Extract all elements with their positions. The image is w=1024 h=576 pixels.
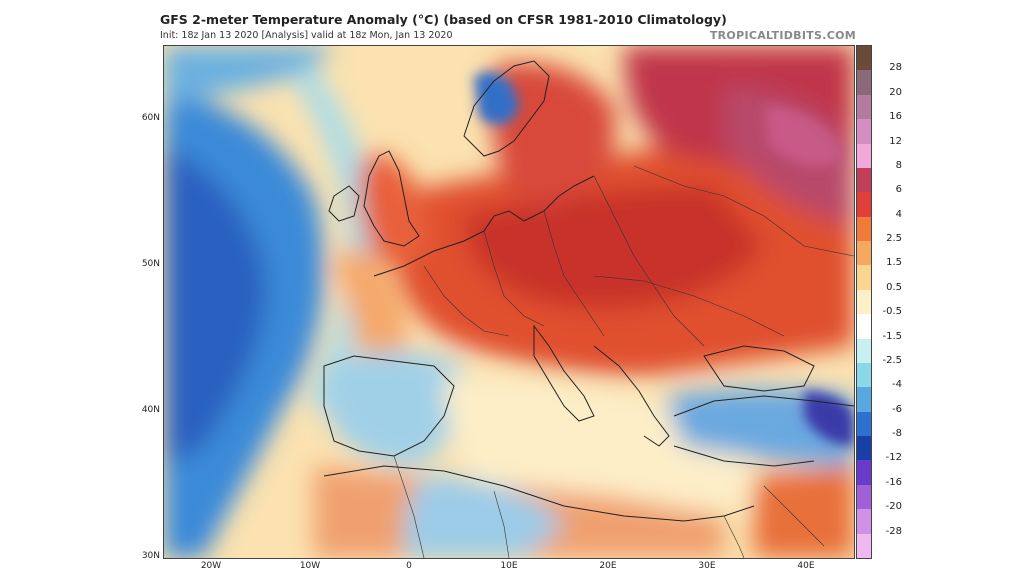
africa-cool-patch <box>404 476 564 558</box>
map-subtitle: Init: 18z Jan 13 2020 [Analysis] valid a… <box>160 30 453 41</box>
balkans-coast <box>593 345 670 447</box>
lon-label-10w: 10W <box>299 561 321 571</box>
colorbar-swatch <box>857 119 871 144</box>
iberia-cool <box>324 351 467 466</box>
colorbar-label: -20 <box>885 501 902 513</box>
colorbar-label: -8 <box>892 428 902 440</box>
border-5 <box>633 165 854 257</box>
colorbar-swatch <box>857 192 871 217</box>
colorbar-swatch <box>857 314 871 339</box>
colorbar-swatch <box>857 533 871 558</box>
russia-magenta <box>764 106 844 167</box>
europe-core-red <box>464 186 764 309</box>
brand-watermark: TROPICALTIDBITS.COM <box>709 29 856 42</box>
border-4 <box>593 175 705 347</box>
colorbar-swatch <box>857 509 871 534</box>
colorbar-label: 6 <box>895 184 902 196</box>
colorbar-swatch <box>857 289 871 315</box>
border-6 <box>593 275 785 337</box>
country-borders <box>393 165 854 558</box>
italy-coast <box>533 324 595 422</box>
lon-label-30e: 30E <box>698 561 716 571</box>
colorbar-label: -16 <box>885 476 902 488</box>
colorbar-swatch <box>857 46 871 71</box>
britain-coast <box>363 150 420 247</box>
colorbar-label: 16 <box>889 111 902 123</box>
colorbar-label: 20 <box>889 86 902 98</box>
britain-warm <box>358 154 429 267</box>
continent-coast <box>373 175 595 277</box>
colorbar-swatch <box>857 216 871 241</box>
colorbar-swatch <box>857 338 871 363</box>
map-title: GFS 2-meter Temperature Anomaly (°C) (ba… <box>160 12 727 27</box>
colorbar-swatch <box>857 241 871 266</box>
coastlines <box>323 60 854 522</box>
lon-label-20w: 20W <box>200 561 222 571</box>
border-7 <box>393 455 425 558</box>
colorbar-label: -12 <box>885 452 902 464</box>
colorbar-swatch <box>857 94 871 120</box>
anomaly-map-svg <box>164 46 854 558</box>
lat-label-60n: 60N <box>141 113 160 123</box>
colorbar-swatch <box>857 143 871 168</box>
lat-label-40n: 40N <box>141 405 160 415</box>
colorbar-swatch <box>857 265 871 290</box>
colorbar-label: 28 <box>889 62 902 74</box>
norway-cold-patch <box>474 72 519 125</box>
atlantic-cool-band <box>274 46 375 406</box>
colorbar-label: 8 <box>895 159 902 171</box>
warm-ocean-west <box>334 246 407 376</box>
border-3 <box>543 210 605 337</box>
colorbar-swatch <box>857 411 871 436</box>
atlantic-deep-cold <box>164 146 266 466</box>
colorbar-label: -4 <box>892 379 902 391</box>
ireland-coast <box>328 185 360 222</box>
africa-coast <box>323 465 755 522</box>
scandinavia-warm <box>491 62 616 206</box>
colorbar-swatch <box>857 70 871 95</box>
colorbar-label: -6 <box>892 403 902 415</box>
north-cool <box>164 46 334 106</box>
colorbar-label: -28 <box>885 525 902 537</box>
lon-label-40e: 40E <box>797 561 815 571</box>
lon-label-20e: 20E <box>599 561 617 571</box>
colorbar-label: 2.5 <box>886 233 902 245</box>
border-1 <box>423 265 510 337</box>
lon-label-10e: 10E <box>500 561 518 571</box>
colorbar-label: 4 <box>895 208 902 220</box>
border-9 <box>723 485 825 558</box>
border-8 <box>493 490 510 558</box>
colorbar-swatch <box>857 436 871 461</box>
anomaly-map <box>163 45 855 559</box>
colorbar-swatch <box>857 362 871 388</box>
colorbar-label: 1.5 <box>886 257 902 269</box>
black-sea-coast <box>703 345 815 392</box>
border-2 <box>483 230 545 327</box>
colorbar-swatch <box>857 460 871 485</box>
lat-label-50n: 50N <box>141 259 160 269</box>
colorbar-label: 12 <box>889 135 902 147</box>
colorbar <box>856 45 872 559</box>
colorbar-label: 0.5 <box>886 281 902 293</box>
colorbar-swatch <box>857 484 871 510</box>
scandinavia-coast <box>463 60 550 157</box>
middle-east-warm <box>754 466 854 558</box>
colorbar-label: -1.5 <box>882 330 902 342</box>
colorbar-label: -2.5 <box>882 354 902 366</box>
colorbar-swatch <box>857 167 871 193</box>
iberia-coast <box>323 355 455 457</box>
lon-label-0: 0 <box>406 561 412 571</box>
colorbar-swatch <box>857 387 871 412</box>
turkey-coast <box>673 395 854 467</box>
lat-label-30n: 30N <box>141 551 160 561</box>
colorbar-label: -0.5 <box>882 306 902 318</box>
